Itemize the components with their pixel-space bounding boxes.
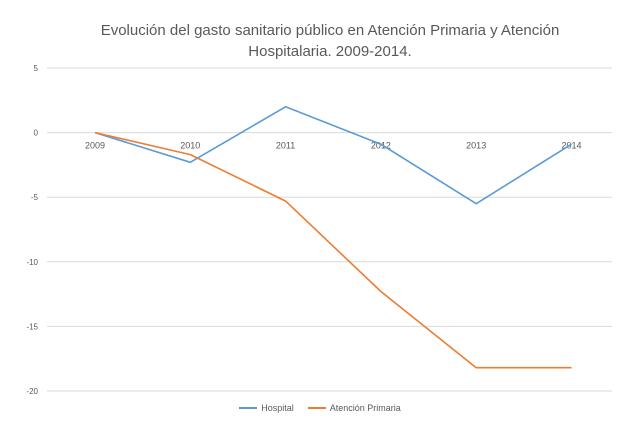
series-line-atenci-n-primaria bbox=[94, 131, 572, 369]
legend-swatch-hospital bbox=[239, 407, 258, 409]
y-tick-label--15: -15 bbox=[26, 322, 38, 331]
x-tick-label-2010: 2010 bbox=[180, 141, 200, 151]
chart-title-line-1: Evolución del gasto sanitario público en… bbox=[100, 22, 560, 39]
y-tick-label-5: 5 bbox=[34, 64, 39, 73]
legend-label-hospital: Hospital bbox=[261, 403, 294, 413]
y-tick-label--10: -10 bbox=[26, 258, 38, 267]
y-tick-label--5: -5 bbox=[31, 193, 39, 202]
y-tick-label-0: 0 bbox=[34, 129, 39, 138]
x-tick-label-2011: 2011 bbox=[276, 141, 295, 151]
chart-legend: Hospital Atención Primaria bbox=[0, 403, 640, 413]
series-line-hospital bbox=[94, 106, 572, 205]
x-tick-label-2013: 2013 bbox=[466, 141, 486, 151]
y-tick-label--20: -20 bbox=[26, 387, 38, 396]
x-tick-label-2012: 2012 bbox=[371, 141, 391, 151]
x-tick-label-2014: 2014 bbox=[561, 141, 581, 151]
legend-item-hospital: Hospital bbox=[239, 403, 294, 413]
legend-label-atencion-primaria: Atención Primaria bbox=[329, 403, 401, 413]
legend-swatch-atencion-primaria bbox=[307, 407, 326, 409]
x-tick-label-2009: 2009 bbox=[85, 141, 105, 151]
legend-item-atencion-primaria: Atención Primaria bbox=[307, 403, 401, 413]
chart-title-line-2: Hospitalaria. 2009-2014. bbox=[248, 43, 412, 60]
chart-title: Evolución del gasto sanitario público en… bbox=[60, 20, 600, 62]
